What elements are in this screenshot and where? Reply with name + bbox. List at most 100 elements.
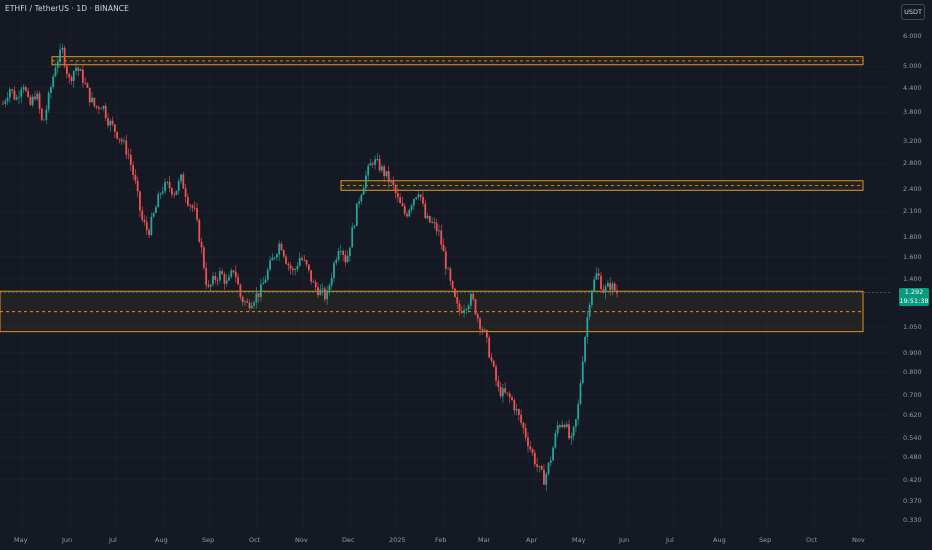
candle-body [465,309,468,311]
candle-body [438,230,440,232]
candle-body [378,159,381,171]
candle-body [447,268,449,270]
time-tick: Nov [295,536,308,544]
candle-body [91,97,93,103]
candle-body [157,194,160,208]
candle-body [490,357,493,361]
time-tick: Aug [155,536,168,544]
candle-body [248,302,251,309]
candle-body [579,383,582,404]
candle-body [11,89,14,91]
candle-body [479,318,481,330]
candle-body [380,166,383,171]
candle-body [75,67,77,72]
candle-body [399,197,402,204]
candle-body [396,193,399,198]
candle-body [456,297,459,304]
price-tick: 1.800 [903,232,922,241]
candle-body [241,296,244,303]
candle-body [606,282,609,287]
price-chart[interactable] [0,0,890,530]
candle-body [321,288,324,290]
candle-body [426,215,429,219]
candle-body [513,400,516,411]
candle-body [223,273,226,284]
candle-body [113,124,116,132]
candle-body [287,263,290,266]
time-tick: Dec [342,536,355,544]
candle-body [417,194,420,198]
candle-body [353,225,356,228]
candle-body [392,180,395,186]
candle-body [524,428,527,438]
candle-body [481,329,484,331]
candle-body [554,433,557,448]
candle-body [40,108,43,120]
candle-body [66,66,68,75]
candle-body [333,262,335,278]
candle-body [24,87,27,91]
candle-body [317,287,319,296]
candle-body [123,140,125,142]
candle-body [184,188,187,197]
candle-body [451,280,454,289]
time-tick: Jul [666,536,674,544]
support-zone[interactable] [0,290,864,333]
candle-body [20,89,23,97]
candle-body [419,194,422,197]
candle-body [97,107,100,109]
candle-body [129,154,132,165]
candle-body [189,205,192,207]
candle-body [483,329,486,331]
candle-body [285,256,287,264]
candle-body [266,269,269,280]
time-tick: Sep [759,536,772,544]
time-tick: Jul [109,536,117,544]
candle-body [501,388,504,397]
candle-body [276,254,278,258]
candle-body [305,260,308,265]
candle-body [383,166,386,177]
candle-body [362,188,365,195]
candle-body [159,193,162,195]
time-tick: Mar [478,536,491,544]
symbol-title[interactable]: ETHFI / TetherUS · 1D · BINANCE [5,4,129,13]
candle-body [214,275,217,280]
candle-body [602,289,605,293]
time-tick: Jun [62,536,73,544]
candle-body [2,103,4,105]
candle-body [565,424,568,428]
candlestick-series [2,43,618,492]
candle-body [93,97,96,106]
candle-body [70,77,73,82]
time-tick: Oct [249,536,261,544]
candle-body [463,310,465,313]
candle-body [155,207,157,213]
candle-body [474,299,477,315]
candle-body [86,83,89,88]
price-axis[interactable]: 6.000 5.000 4.400 3.800 3.200 2.800 2.400 2.100… [890,0,932,550]
currency-button[interactable]: USDT [901,4,925,20]
candle-body [303,259,306,261]
candle-body [205,268,208,285]
candle-body [531,449,534,453]
time-axis[interactable]: May Jun Jul Aug Sep Oct Nov Dec 2025 Feb Mar Apr May… [0,530,890,550]
price-tick: 2.400 [903,184,922,193]
candle-body [520,414,523,423]
candle-body [100,108,103,110]
last-price-value: 1.292 [904,288,924,296]
candle-body [282,250,285,257]
candle-body [72,71,75,82]
price-tick: 1.400 [903,274,922,283]
price-tick: 0.330 [903,516,922,524]
candle-body [95,105,98,108]
candle-body [264,279,267,283]
candle-body [291,268,294,270]
candle-body [337,251,340,260]
candle-body [369,163,372,166]
candle-body [209,284,212,287]
candle-body [616,290,618,294]
candle-body [403,206,406,214]
candle-body [294,269,297,271]
candle-body [255,293,258,303]
